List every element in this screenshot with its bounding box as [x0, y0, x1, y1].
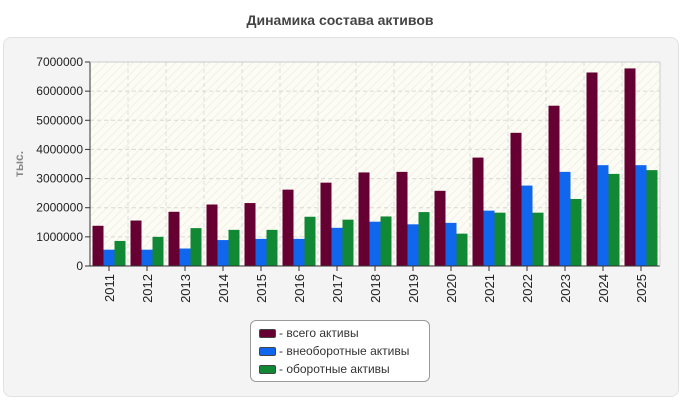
bar [570, 198, 582, 266]
bar [266, 229, 278, 266]
y-tick-label: 7000000 [36, 55, 83, 69]
bar [608, 173, 620, 266]
bar [624, 68, 636, 266]
x-tick-labels: 2011 2012 2013 2014 2015 2016 2017 2018 2019 2020… [102, 274, 649, 303]
x-tick-label: 2011 [102, 274, 117, 302]
y-tick-label: 6000000 [36, 84, 83, 98]
bar [168, 211, 180, 266]
x-tick-label: 2023 [558, 274, 573, 303]
legend-swatch [259, 346, 276, 356]
bar [494, 212, 506, 266]
x-tick-label: 2016 [292, 274, 307, 303]
y-tick-label: 0 [76, 259, 83, 273]
bar [635, 165, 647, 266]
bar [358, 172, 370, 266]
bar [510, 132, 522, 266]
bar [597, 165, 609, 266]
chart-title: Динамика состава активов [246, 12, 434, 28]
x-tick-label: 2017 [330, 274, 345, 303]
y-tick-label: 4000000 [36, 142, 83, 156]
x-tick-label: 2022 [520, 274, 535, 303]
y-tick-label: 5000000 [36, 113, 83, 127]
bar [179, 248, 191, 266]
bar [418, 212, 430, 266]
y-axis-label: тыс. [12, 151, 26, 177]
bar [548, 105, 560, 266]
bar [152, 236, 164, 266]
x-tick-label: 2012 [140, 274, 155, 303]
bar [320, 182, 332, 266]
bar [190, 228, 202, 266]
bar [521, 185, 533, 266]
x-tick-label: 2021 [482, 274, 497, 303]
x-tick-label: 2015 [254, 274, 269, 303]
bar [434, 190, 446, 266]
legend-label: - всего активы [279, 326, 359, 340]
bar [586, 72, 598, 267]
bar [92, 225, 104, 266]
bar [304, 216, 316, 266]
x-tick-label: 2025 [634, 274, 649, 303]
y-tick-labels: 0 1000000 2000000 3000000 4000000 5000000 6000… [36, 55, 83, 273]
bars [92, 68, 658, 267]
bar [445, 222, 457, 266]
legend-label: - оборотные активы [279, 362, 390, 376]
axes [85, 61, 661, 271]
bar [255, 238, 267, 266]
bar [217, 240, 229, 266]
gridlines [90, 61, 660, 266]
bar [206, 204, 218, 266]
bar [396, 171, 408, 266]
legend-item: - внеоборотные активы [259, 342, 429, 360]
y-tick-label: 3000000 [36, 172, 83, 186]
bar [342, 219, 354, 266]
bar [559, 171, 571, 266]
legend-label: - внеоборотные активы [279, 344, 410, 358]
bar [141, 249, 153, 266]
legend: - всего активы - внеоборотные активы - обо… [250, 320, 430, 382]
bar [532, 212, 544, 266]
x-tick-label: 2024 [596, 274, 611, 303]
bar [407, 224, 419, 266]
legend-swatch [259, 328, 276, 338]
bar [331, 227, 343, 266]
bar [646, 170, 658, 266]
bar [114, 240, 126, 266]
y-tick-label: 2000000 [36, 201, 83, 215]
bar [483, 210, 495, 266]
x-tick-label: 2013 [178, 274, 193, 303]
bar [472, 157, 484, 266]
legend-item: - оборотные активы [259, 360, 429, 378]
legend-item: - всего активы [259, 324, 429, 342]
bar [103, 249, 115, 266]
x-tick-label: 2014 [216, 274, 231, 303]
x-tick-label: 2019 [406, 274, 421, 303]
x-tick-label: 2020 [444, 274, 459, 303]
bar [380, 216, 392, 266]
y-tick-label: 1000000 [36, 230, 83, 244]
bar [228, 229, 240, 266]
legend-swatch [259, 364, 276, 374]
bar [130, 220, 142, 266]
bar [369, 221, 381, 266]
bar [293, 238, 305, 266]
bar [282, 189, 294, 266]
bar [456, 233, 468, 266]
bar [244, 203, 256, 266]
x-tick-label: 2018 [368, 274, 383, 303]
